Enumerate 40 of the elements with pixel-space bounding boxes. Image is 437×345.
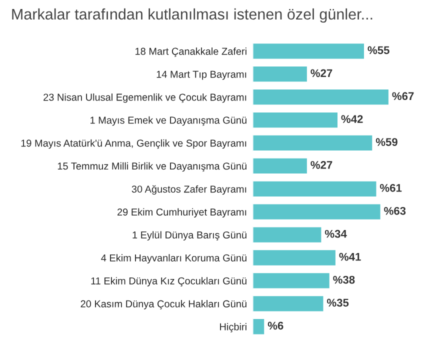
bar [252, 272, 331, 290]
bar [252, 156, 308, 175]
y-tick-label: 14 Mart Tıp Bayramı [156, 70, 246, 80]
y-tick-label: 30 Ağustos Zafer Bayramı [132, 185, 246, 195]
y-tick-label: 4 Ekim Hayvanları Koruma Günü [101, 254, 246, 264]
data-label: %6 [268, 322, 284, 330]
y-tick-label: 20 Kasım Dünya Çocuk Hakları Günü [80, 300, 246, 310]
bar [252, 42, 366, 60]
data-label: %27 [310, 161, 332, 169]
y-tick-label: 11 Ekim Dünya Kız Çocukları Günü [91, 277, 246, 286]
data-label: %61 [380, 184, 402, 192]
chart-title: Markalar tarafından kutlanılması istenen özel günler... [12, 8, 372, 23]
data-label: %35 [326, 298, 349, 307]
data-label: %38 [333, 276, 355, 284]
data-label: %63 [384, 206, 406, 215]
bar [252, 88, 390, 106]
data-label: %34 [324, 230, 347, 238]
bar [252, 65, 308, 84]
bar [252, 202, 382, 221]
data-label: %55 [368, 46, 390, 54]
data-label: %41 [339, 252, 361, 261]
bar [252, 226, 323, 244]
y-tick-label: 1 Eylül Dünya Barış Günü [132, 231, 246, 241]
data-label: %67 [392, 92, 414, 100]
y-tick-label: 19 Mayıs Atatürk'ü Anma, Gençlik ve Spor Bayramı [21, 139, 246, 149]
data-label: %42 [341, 115, 363, 123]
bar [252, 111, 339, 129]
y-tick-label: 23 Nisan Ulusal Egemenlik ve Çocuk Bayramı [44, 93, 246, 103]
bar [252, 134, 374, 152]
data-label: %27 [310, 69, 332, 78]
bar [252, 180, 378, 198]
y-tick-label: 29 Ekim Cumhuriyet Bayramı [118, 208, 246, 218]
bar [252, 294, 325, 313]
y-tick-label: 1 Mayıs Emek ve Dayanışma Günü [90, 116, 246, 126]
y-tick-label: 18 Mart Çanakkale Zaferi [136, 48, 246, 57]
bar [252, 318, 266, 336]
y-tick-label: 15 Temmuz Milli Birlik ve Dayanışma Günü [58, 162, 246, 172]
y-tick-label: Hiçbiri [220, 323, 246, 332]
data-label: %59 [376, 138, 398, 146]
bar [252, 248, 337, 267]
